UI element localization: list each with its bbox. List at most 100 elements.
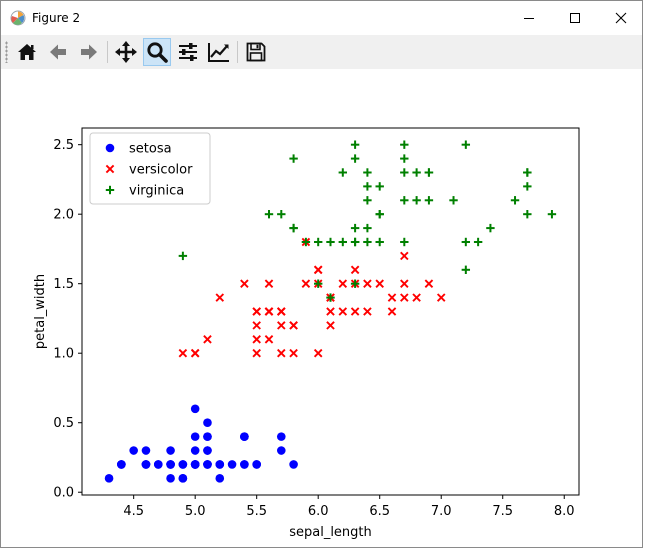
- data-point-virginica: [264, 209, 274, 219]
- sliders-icon: [179, 43, 197, 61]
- data-point-setosa: [190, 432, 200, 441]
- maximize-button[interactable]: [552, 1, 598, 35]
- data-point-virginica: [412, 168, 421, 177]
- data-point-versicolor: [264, 335, 274, 344]
- y-tick-label: 0.0: [53, 486, 74, 501]
- data-point-virginica: [301, 237, 311, 247]
- data-point-setosa: [153, 460, 163, 469]
- y-tick-label: 1.5: [53, 277, 74, 292]
- legend-item-versicolor[interactable]: versicolor: [105, 163, 193, 178]
- pan-button[interactable]: [112, 38, 140, 66]
- data-point-virginica: [363, 182, 372, 191]
- data-point-versicolor: [375, 279, 384, 288]
- zoom-button[interactable]: [143, 38, 171, 66]
- data-point-virginica: [178, 251, 188, 261]
- x-tick-label: 7.5: [492, 504, 513, 519]
- axes-frame: [81, 127, 580, 496]
- data-point-setosa: [215, 460, 225, 469]
- toolbar-grip[interactable]: [5, 41, 8, 63]
- data-point-virginica: [461, 140, 471, 149]
- window-title: Figure 2: [32, 11, 81, 25]
- arrow-right-icon: [81, 44, 97, 60]
- data-point-versicolor: [252, 321, 261, 330]
- data-point-versicolor: [289, 348, 298, 358]
- data-point-setosa: [166, 474, 175, 483]
- forward-button[interactable]: [75, 38, 103, 66]
- minimize-icon: [524, 18, 534, 19]
- data-point-setosa: [215, 474, 225, 483]
- magnifier-icon: [147, 42, 168, 63]
- data-point-setosa: [252, 460, 261, 469]
- data-point-versicolor: [277, 307, 286, 316]
- data-point-virginica: [289, 154, 298, 163]
- minimize-button[interactable]: [506, 1, 552, 35]
- legend-marker-setosa: [105, 143, 115, 153]
- data-point-versicolor: [313, 348, 323, 358]
- data-point-versicolor: [313, 265, 323, 275]
- x-tick-label: 6.5: [369, 504, 390, 519]
- data-point-virginica: [277, 209, 286, 219]
- data-point-virginica: [523, 168, 532, 177]
- data-point-virginica: [473, 237, 483, 247]
- legend-label-versicolor: versicolor: [129, 163, 193, 178]
- data-point-versicolor: [400, 251, 409, 261]
- data-point-setosa: [203, 418, 212, 428]
- series-virginica: [178, 140, 557, 302]
- data-point-versicolor: [289, 321, 298, 330]
- data-point-versicolor: [178, 348, 188, 358]
- data-point-versicolor: [350, 265, 360, 275]
- data-point-setosa: [178, 460, 188, 469]
- save-button[interactable]: [242, 38, 270, 66]
- back-button[interactable]: [44, 38, 72, 66]
- data-point-virginica: [375, 237, 384, 247]
- data-point-virginica: [424, 196, 434, 205]
- data-point-versicolor: [277, 321, 286, 330]
- data-point-virginica: [338, 168, 348, 177]
- data-point-versicolor: [412, 293, 421, 302]
- data-point-versicolor: [301, 279, 311, 288]
- data-point-virginica: [400, 237, 409, 247]
- legend-item-virginica[interactable]: virginica: [105, 184, 184, 199]
- figure-canvas[interactable]: 4.5 5.0 5.5 6.0 6.5 7.0 7.5 8.0 0.0 0.5 1.0 1.5 2.0…: [2, 69, 642, 547]
- x-tick-label: 5.0: [185, 504, 206, 519]
- data-point-versicolor: [252, 335, 261, 344]
- data-point-virginica: [400, 168, 409, 177]
- data-point-virginica: [363, 196, 372, 205]
- data-point-setosa: [104, 474, 114, 483]
- data-point-versicolor: [363, 307, 372, 316]
- chart-line-icon: [208, 43, 229, 62]
- data-point-virginica: [486, 223, 495, 233]
- home-button[interactable]: [13, 38, 41, 66]
- data-point-virginica: [547, 209, 557, 219]
- data-point-setosa: [117, 460, 126, 469]
- data-point-setosa: [203, 446, 212, 455]
- data-point-setosa: [240, 432, 249, 441]
- data-point-virginica: [363, 237, 372, 247]
- y-tick-label: 2.0: [53, 208, 74, 223]
- move-icon: [115, 41, 137, 63]
- data-point-setosa: [141, 460, 151, 469]
- y-tick-label: 0.5: [53, 416, 74, 431]
- data-point-versicolor: [264, 279, 274, 288]
- legend[interactable]: setosa versicolor virginica: [89, 132, 211, 205]
- subplots-button[interactable]: [174, 38, 202, 66]
- maximize-icon: [570, 13, 580, 23]
- data-point-setosa: [178, 474, 188, 483]
- y-tick-label: 2.5: [53, 138, 74, 153]
- data-point-setosa: [276, 446, 286, 455]
- x-tick-label: 6.0: [308, 504, 329, 519]
- scatter-chart[interactable]: 4.5 5.0 5.5 6.0 6.5 7.0 7.5 8.0 0.0 0.5 1.0 1.5 2.0…: [2, 69, 642, 547]
- close-button[interactable]: [598, 1, 644, 35]
- edit-axes-button[interactable]: [205, 38, 233, 66]
- x-tick-label: 8.0: [554, 504, 575, 519]
- legend-item-setosa[interactable]: setosa: [105, 142, 172, 157]
- arrow-left-icon: [50, 44, 66, 60]
- title-bar[interactable]: Figure 2: [1, 1, 642, 35]
- data-point-virginica: [313, 237, 323, 247]
- data-point-versicolor: [326, 321, 335, 330]
- data-point-versicolor: [387, 307, 397, 316]
- data-point-setosa: [276, 432, 286, 441]
- data-point-setosa: [190, 404, 200, 414]
- data-point-setosa: [203, 432, 212, 441]
- data-point-versicolor: [400, 293, 409, 302]
